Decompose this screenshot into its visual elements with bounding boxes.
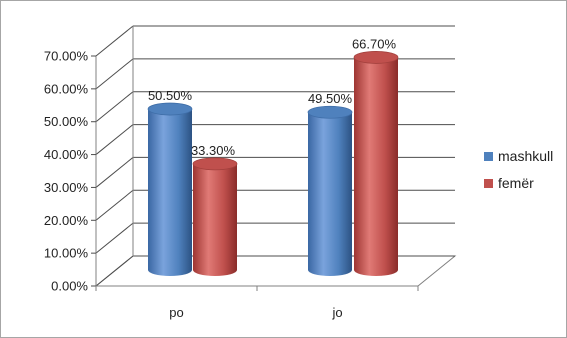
bars bbox=[147, 51, 399, 277]
bar-top bbox=[353, 51, 399, 64]
bar-femër-jo bbox=[353, 51, 399, 276]
legend-swatch-mashkull bbox=[484, 152, 493, 161]
gridline-side bbox=[95, 124, 134, 155]
bar-mashkull-po bbox=[147, 102, 193, 276]
y-tick-label: 40.00% bbox=[44, 147, 89, 162]
bar-top bbox=[147, 102, 193, 116]
gridline-side bbox=[95, 189, 134, 221]
bar-femër-po bbox=[192, 157, 238, 276]
data-labels: 50.50% 33.30% 49.50% 66.70% bbox=[148, 36, 397, 157]
gridline-side bbox=[95, 255, 134, 287]
y-tick-label: 30.00% bbox=[44, 180, 89, 195]
bar-body bbox=[148, 109, 192, 276]
legend: mashkull femër bbox=[484, 148, 553, 191]
bar-top bbox=[307, 105, 353, 119]
legend-label-femër: femër bbox=[498, 175, 534, 191]
gridline-side bbox=[95, 25, 134, 57]
y-axis-ticks: 0.00% 10.00% 20.00% 30.00% 40.00% 50.00% 60.00… bbox=[44, 49, 96, 294]
legend-swatch-femër bbox=[484, 179, 493, 188]
gridline-side bbox=[95, 91, 134, 123]
x-tick-label: jo bbox=[331, 305, 342, 320]
y-tick-label: 0.00% bbox=[51, 279, 88, 294]
y-tick-label: 70.00% bbox=[44, 49, 89, 64]
x-tick-label: po bbox=[169, 305, 183, 320]
gridline-side bbox=[95, 58, 134, 90]
data-label: 50.50% bbox=[148, 88, 193, 103]
y-tick-label: 20.00% bbox=[44, 213, 89, 228]
data-label: 66.70% bbox=[352, 36, 397, 51]
bar-body bbox=[308, 112, 352, 277]
bar-body bbox=[354, 57, 398, 276]
bar-mashkull-jo bbox=[307, 105, 353, 277]
gridline-side bbox=[95, 157, 134, 188]
legend-label-mashkull: mashkull bbox=[498, 148, 553, 164]
gridline-side bbox=[95, 222, 134, 254]
data-label: 49.50% bbox=[308, 91, 353, 106]
x-axis-ticks: po jo bbox=[95, 286, 419, 320]
y-tick-label: 10.00% bbox=[44, 246, 89, 261]
bar-body bbox=[193, 163, 237, 276]
y-tick-label: 50.00% bbox=[44, 114, 89, 129]
y-tick-label: 60.00% bbox=[44, 81, 89, 96]
data-label: 33.30% bbox=[191, 143, 236, 158]
bar-top bbox=[192, 157, 238, 171]
